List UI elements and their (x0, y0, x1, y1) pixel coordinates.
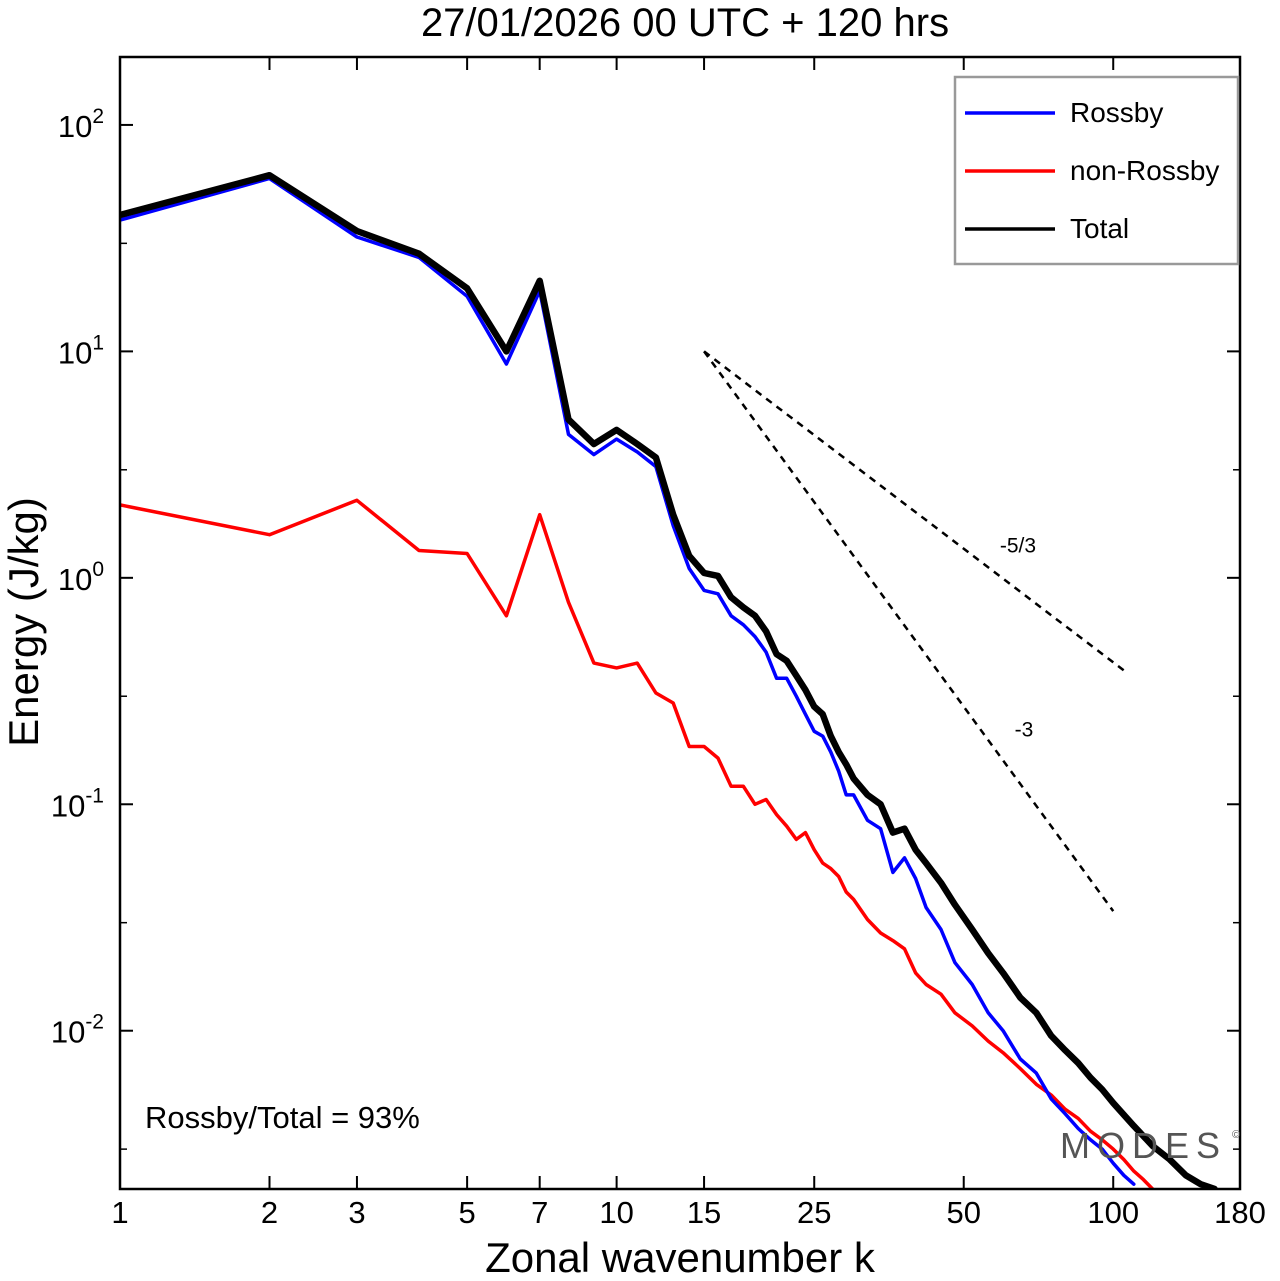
x-tick-2-label: 2 (261, 1195, 278, 1230)
legend-label-non-rossby: non-Rossby (1070, 155, 1219, 186)
legend-label-total: Total (1070, 213, 1129, 244)
y-axis-label: Energy (J/kg) (0, 497, 47, 747)
x-tick-50-label: 50 (946, 1195, 980, 1230)
y-axis-ticks: 102 101 100 10-1 10-2 (51, 105, 1240, 1150)
x-tick-7-label: 7 (531, 1195, 548, 1230)
reference-slope-label-1: -5/3 (1000, 535, 1036, 558)
x-tick-25-label: 25 (797, 1195, 831, 1230)
x-tick-5-label: 5 (458, 1195, 475, 1230)
y-tick-label-0: 100 (58, 558, 104, 597)
y-tick-label--1: 10-1 (51, 784, 104, 823)
legend-label-rossby: Rossby (1070, 97, 1163, 128)
copyright-mark: © (1232, 1129, 1240, 1141)
y-tick-label--2: 10-2 (51, 1011, 104, 1050)
chart-title: 27/01/2026 00 UTC + 120 hrs (421, 1, 949, 45)
reference-slope-label-2: -3 (1015, 718, 1034, 741)
y-tick-label-2: 102 (58, 105, 104, 144)
legend: Rossby non-Rossby Total (953, 75, 1240, 266)
series-layer (120, 171, 1218, 1189)
x-tick-180-label: 180 (1214, 1195, 1266, 1230)
reference-slope-layer: -5/3 -3 (703, 350, 1125, 912)
x-tick-100-label: 100 (1087, 1195, 1139, 1230)
series-line-total (120, 171, 1218, 1189)
plot-frame (118, 55, 1242, 1191)
x-tick-1-label: 1 (111, 1195, 128, 1230)
series-line-non-rossby (120, 498, 1155, 1189)
reference-slope-line-2 (703, 350, 1115, 912)
x-axis-label: Zonal wavenumber k (485, 1234, 876, 1281)
reference-slope-line-1 (703, 350, 1125, 672)
x-tick-3-label: 3 (348, 1195, 365, 1230)
x-tick-15-label: 15 (687, 1195, 721, 1230)
x-tick-10-label: 10 (599, 1195, 633, 1230)
x-axis-ticks: 1 2 3 5 7 10 15 25 50 100 180 (111, 57, 1266, 1230)
y-tick-label-1: 101 (58, 331, 104, 370)
ratio-annotation: Rossby/Total = 93% (145, 1100, 420, 1135)
series-line-rossby (120, 176, 1136, 1186)
modes-watermark: MODES (1060, 1125, 1227, 1166)
